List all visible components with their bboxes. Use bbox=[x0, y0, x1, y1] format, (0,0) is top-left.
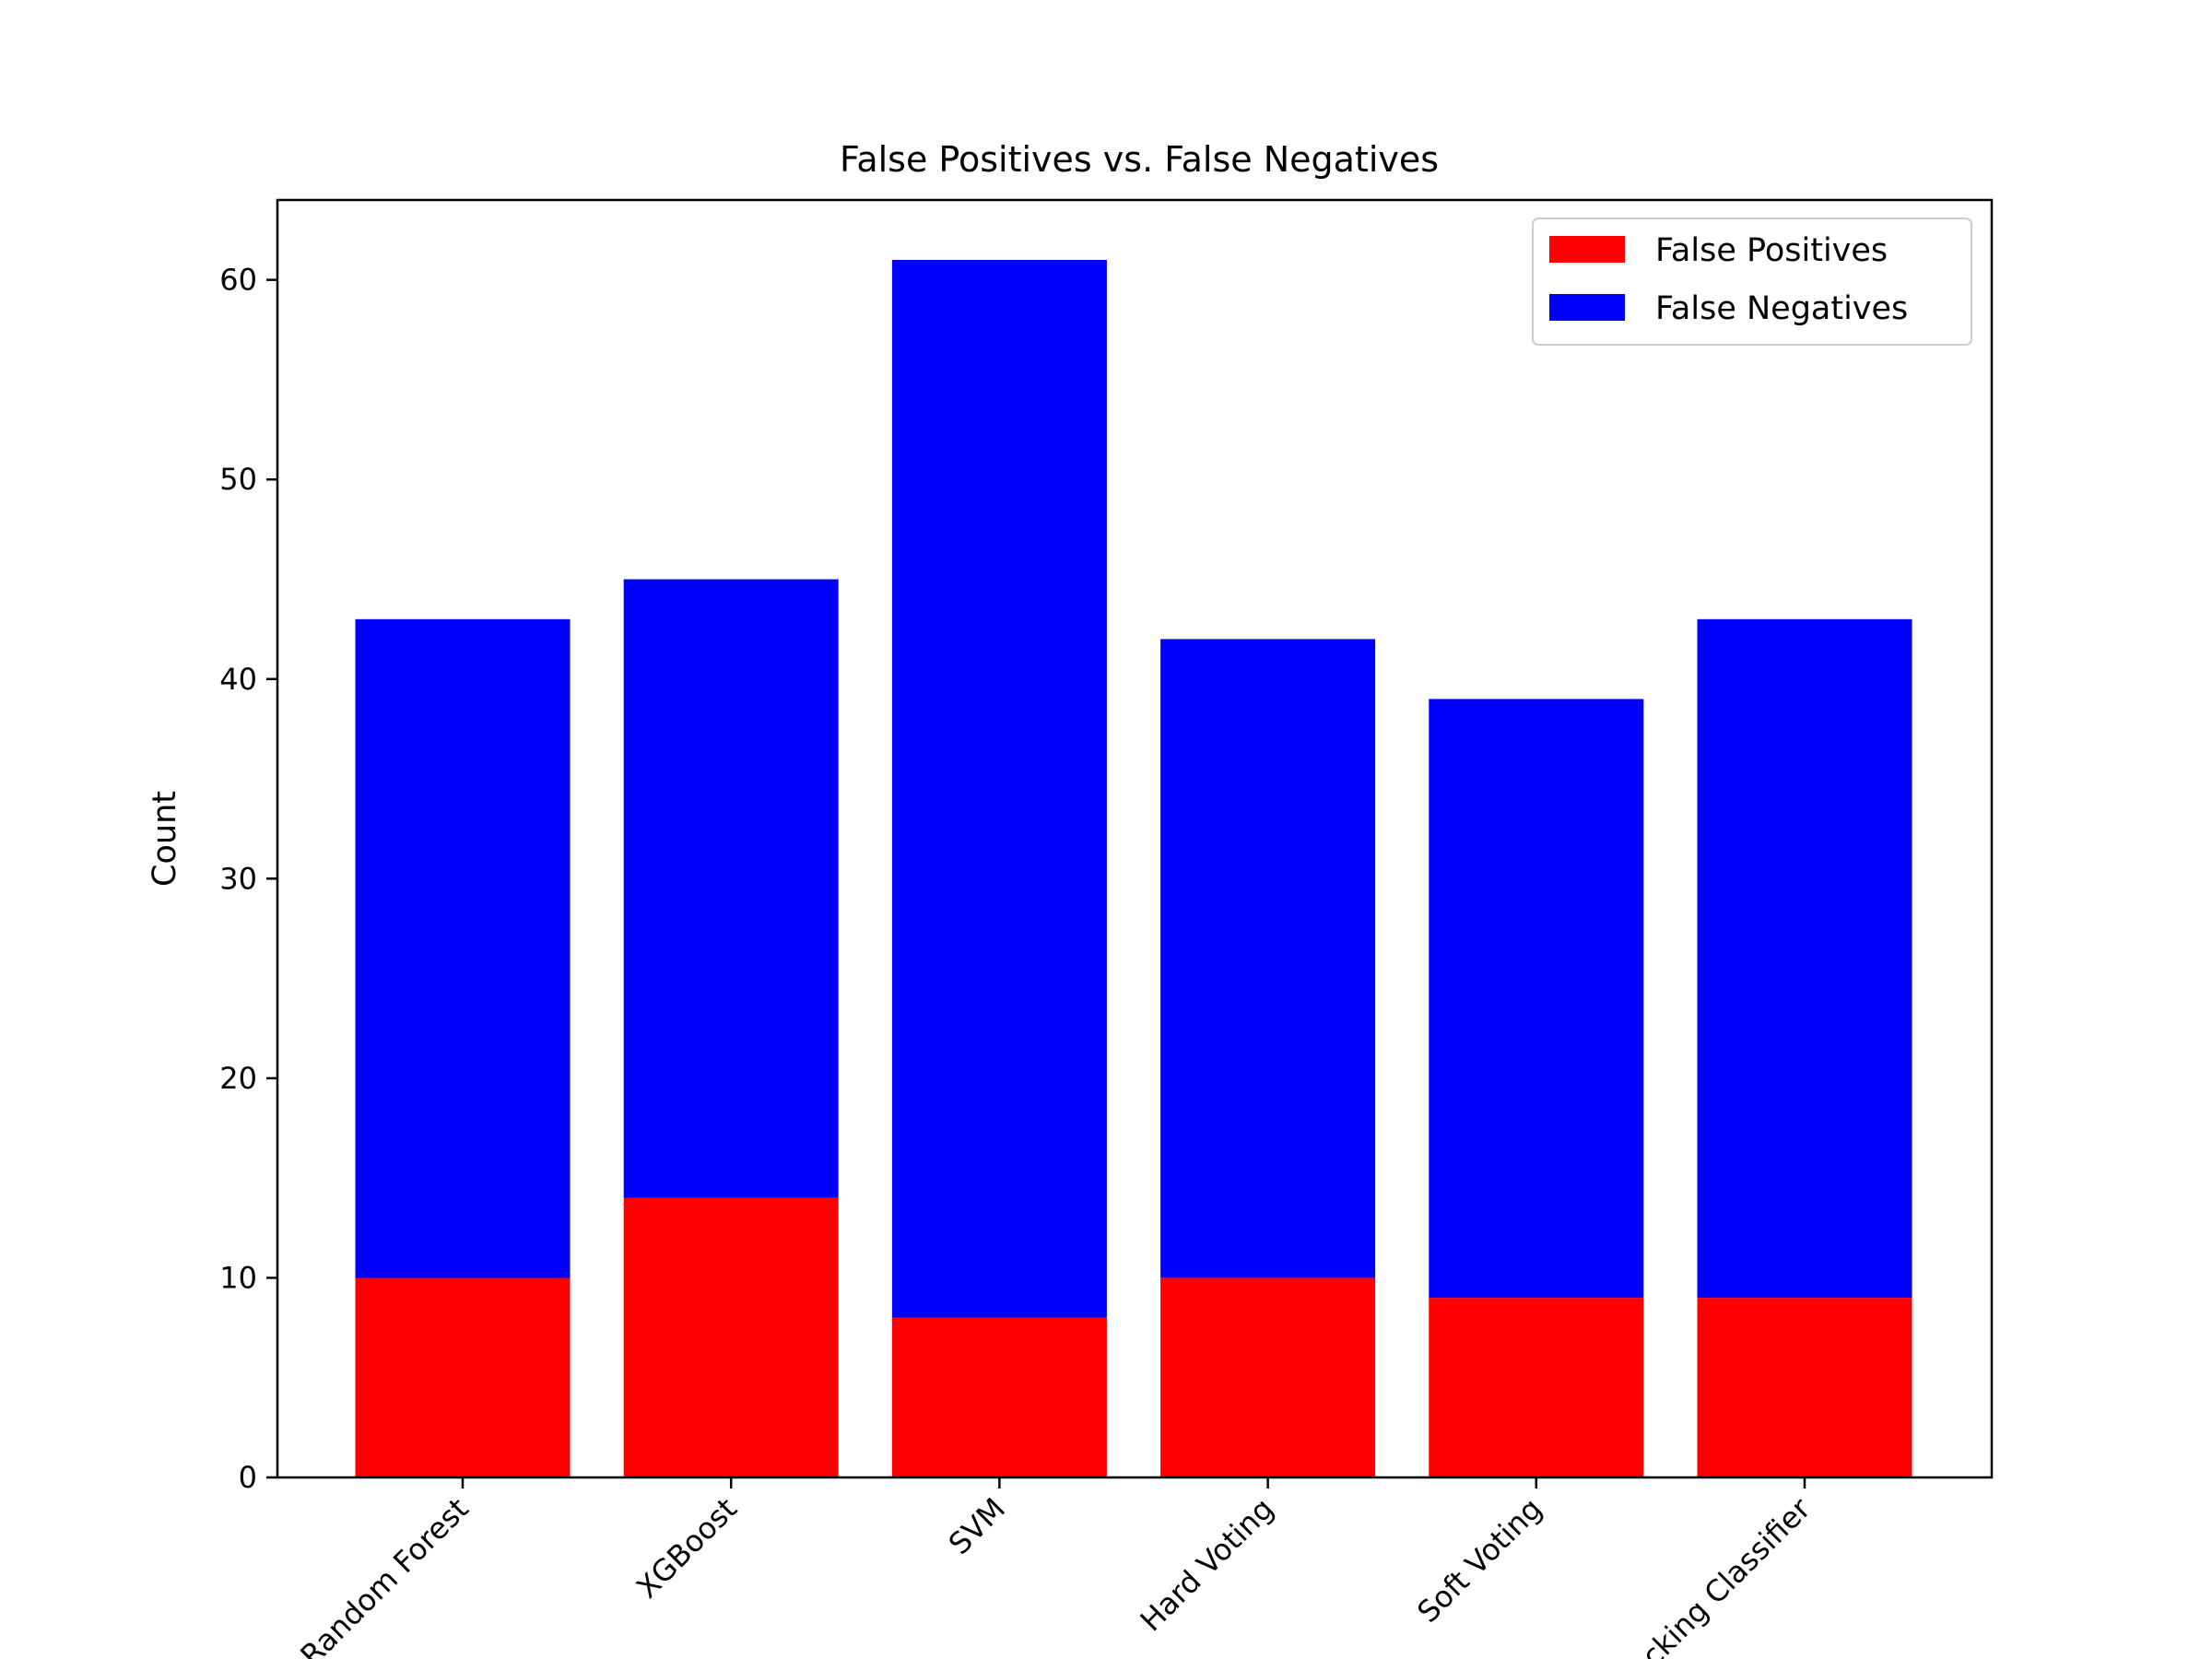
x-tick-label: Soft Voting bbox=[1410, 1491, 1548, 1630]
y-tick-label: 30 bbox=[219, 861, 257, 896]
x-tick-label: Hard Voting bbox=[1134, 1491, 1281, 1639]
y-tick-label: 60 bbox=[219, 263, 257, 298]
bar-false-negatives-0 bbox=[355, 618, 571, 1278]
y-tick-label: 50 bbox=[219, 462, 257, 497]
legend-swatch bbox=[1549, 294, 1625, 321]
bar-false-positives-4 bbox=[1429, 1298, 1644, 1477]
bar-false-negatives-5 bbox=[1697, 618, 1912, 1299]
x-tick-label: Random Forest bbox=[293, 1491, 475, 1659]
bar-false-positives-0 bbox=[355, 1277, 571, 1477]
y-tick-label: 10 bbox=[219, 1260, 257, 1295]
bar-false-positives-5 bbox=[1697, 1298, 1912, 1477]
bar-false-negatives-2 bbox=[891, 260, 1107, 1318]
bar-false-positives-1 bbox=[623, 1197, 839, 1477]
legend-box bbox=[1532, 218, 1972, 346]
x-tick-label: SVM bbox=[942, 1491, 1012, 1561]
y-tick-label: 20 bbox=[219, 1061, 257, 1096]
x-tick-label: Stacking Classifier bbox=[1601, 1490, 1818, 1659]
bar-false-positives-3 bbox=[1160, 1277, 1376, 1477]
y-axis-label: Count bbox=[147, 791, 183, 887]
bars-layer bbox=[355, 260, 1912, 1478]
x-tick-label: XGBoost bbox=[629, 1491, 744, 1606]
bar-false-positives-2 bbox=[891, 1317, 1107, 1478]
legend-label: False Negatives bbox=[1655, 290, 1908, 327]
bar-false-negatives-3 bbox=[1160, 639, 1376, 1278]
y-tick-label: 40 bbox=[219, 662, 257, 697]
legend-swatch bbox=[1549, 236, 1625, 263]
chart-title: False Positives vs. False Negatives bbox=[840, 139, 1439, 180]
legend-label: False Positives bbox=[1655, 232, 1888, 269]
legend: False Positives False Negatives bbox=[1532, 218, 1972, 346]
y-tick-label: 0 bbox=[239, 1460, 257, 1495]
x-axis: Random Forest XGBoost SVM Hard Voting Soft V… bbox=[293, 1477, 1818, 1659]
y-axis: 0 10 20 30 40 50 60 bbox=[219, 263, 277, 1495]
bar-false-negatives-4 bbox=[1429, 699, 1644, 1299]
plot-frame bbox=[276, 198, 1994, 1479]
bar-false-negatives-1 bbox=[623, 579, 839, 1198]
